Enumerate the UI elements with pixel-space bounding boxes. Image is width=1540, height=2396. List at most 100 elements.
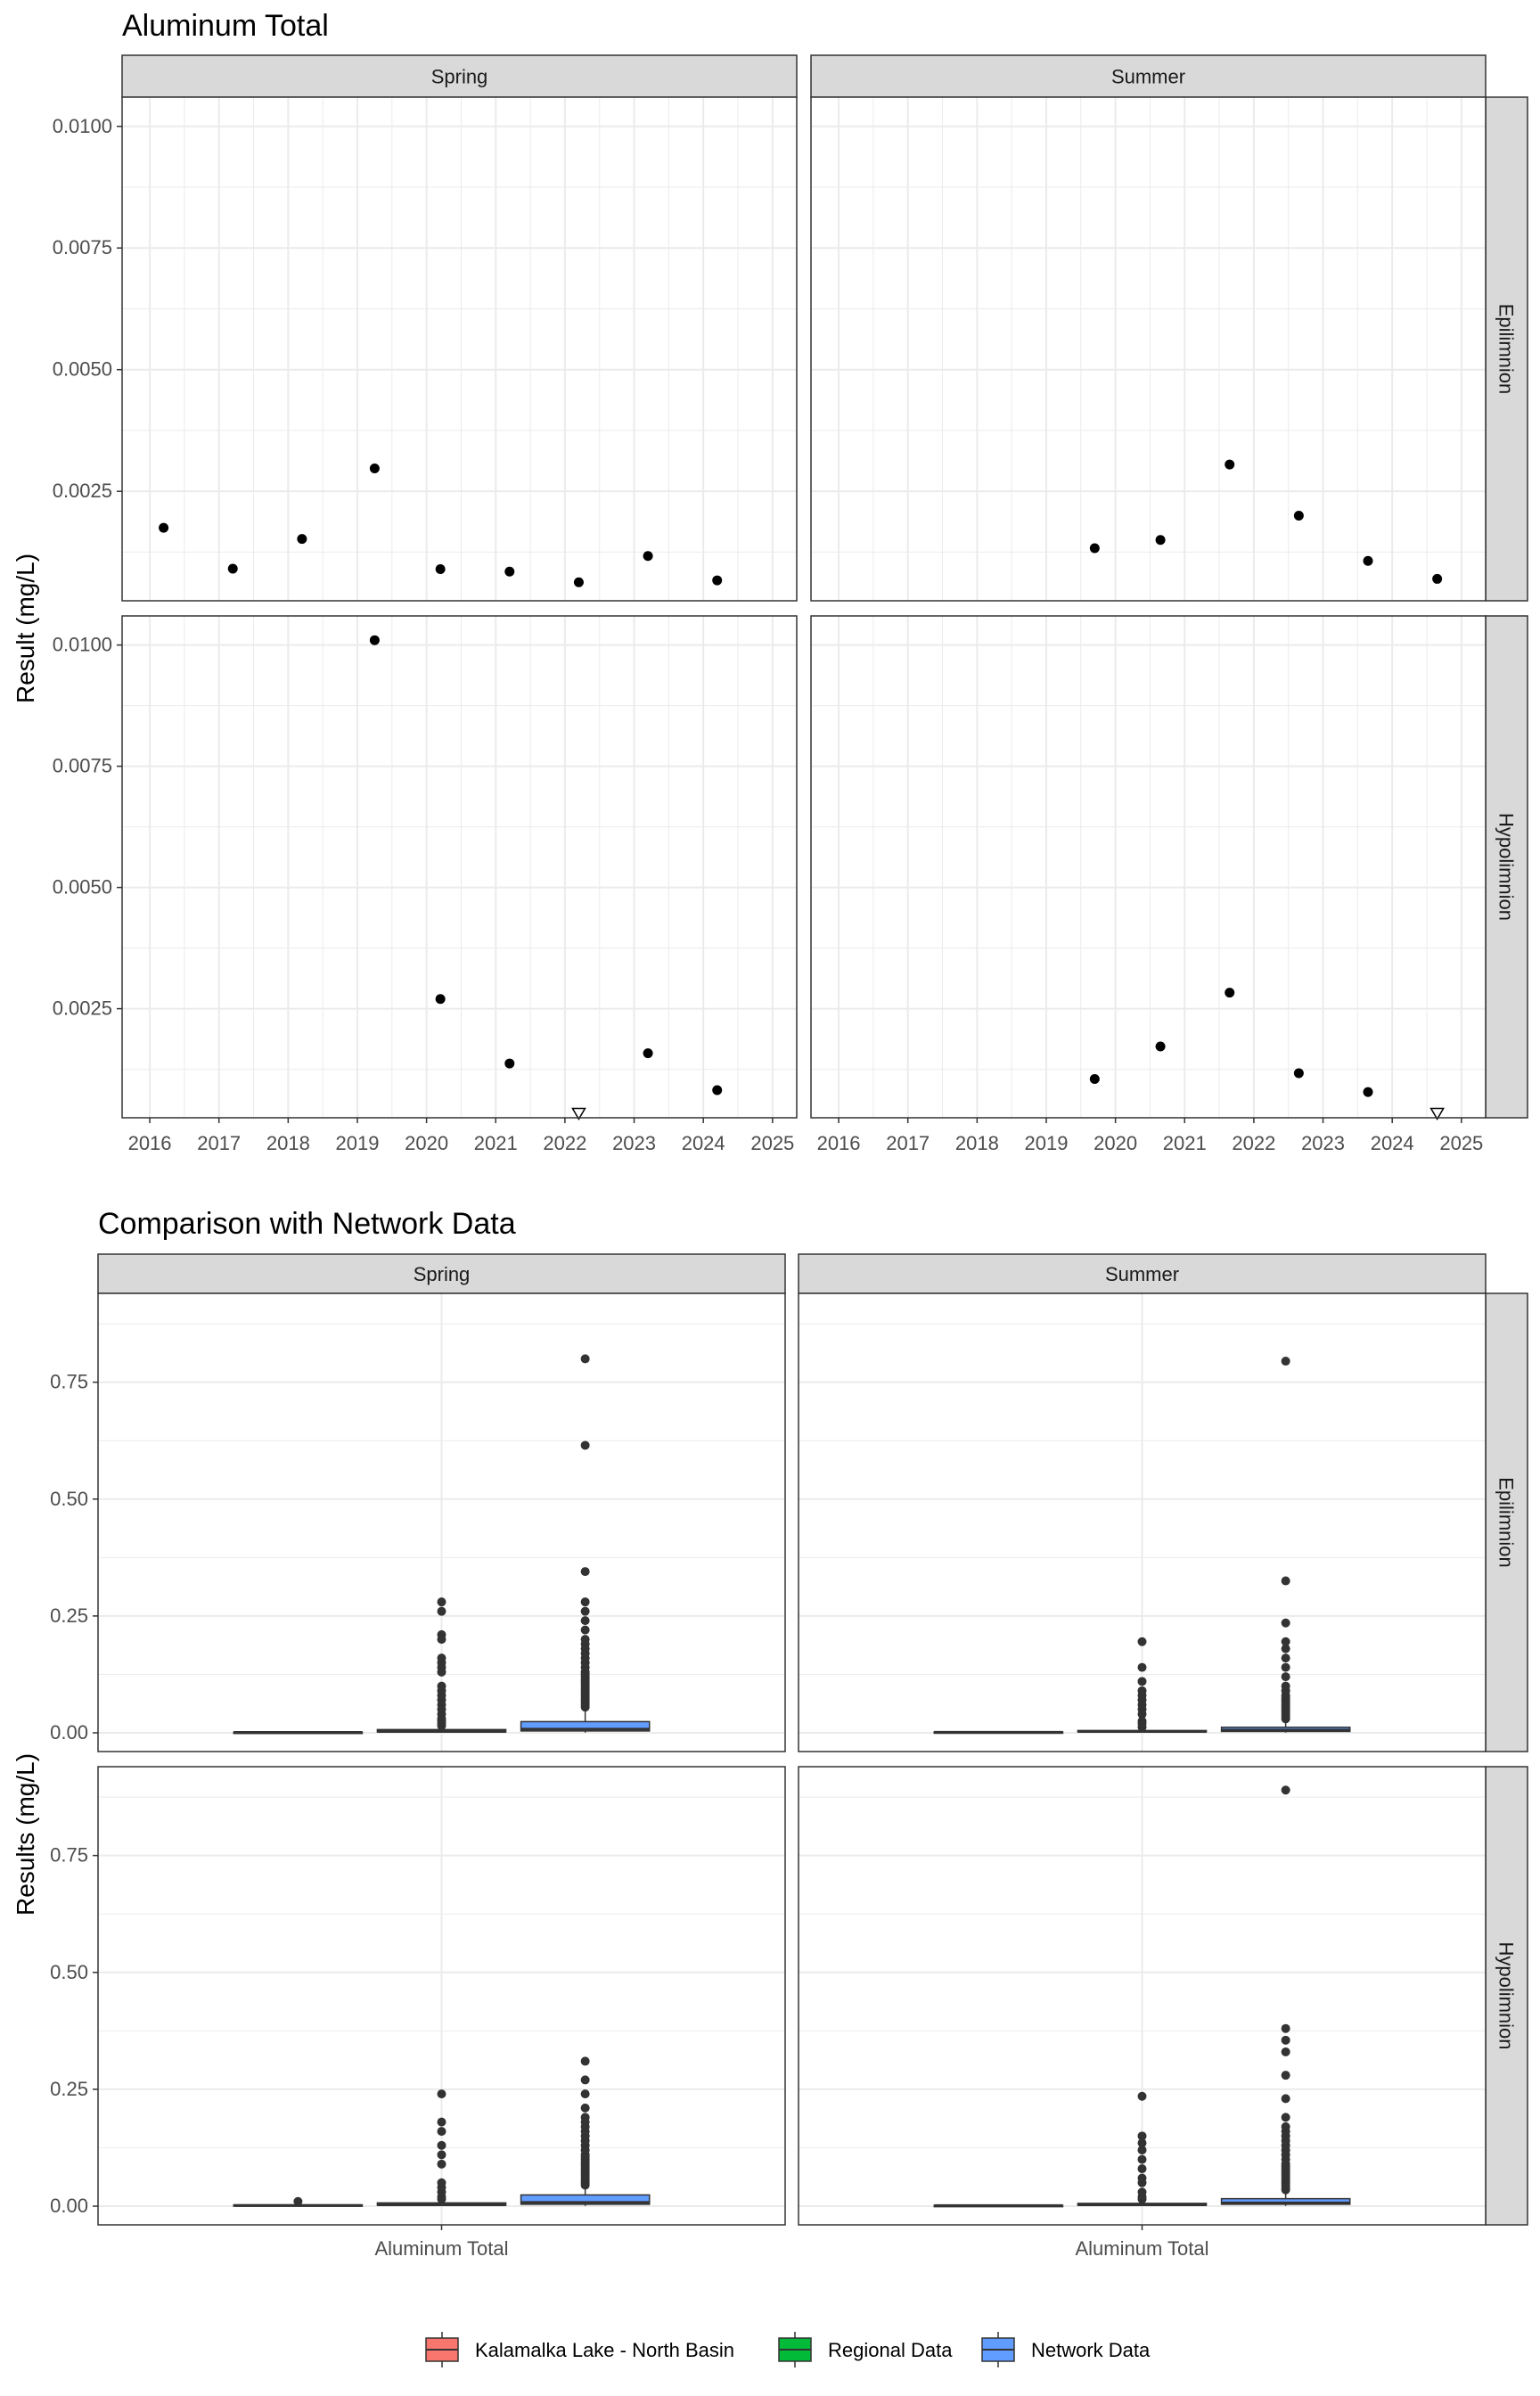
outlier-point <box>1137 2138 1147 2148</box>
outlier-point <box>1137 2173 1147 2183</box>
strip-label: Summer <box>1111 66 1185 88</box>
outlier-point <box>437 2159 446 2169</box>
legend-label: Network Data <box>1031 2339 1151 2361</box>
box-iqr <box>1220 2197 1351 2205</box>
outlier-point <box>580 1625 590 1635</box>
y-tick-label: 0.0075 <box>53 755 112 777</box>
outlier-point <box>1281 1662 1290 1672</box>
outlier-point <box>437 2117 446 2127</box>
panel-spring-hypolimnion <box>97 1766 786 2226</box>
outlier-point <box>1137 1662 1147 1672</box>
panel-summer-hypolimnion <box>798 1766 1487 2226</box>
y-tick-label: 0.00 <box>50 1721 88 1744</box>
x-tick-label: Aluminum Total <box>1076 2237 1209 2260</box>
outlier-point <box>1137 2146 1147 2155</box>
data-point <box>227 563 238 574</box>
x-tick-label: 2016 <box>128 1132 172 1154</box>
data-point <box>504 1058 515 1069</box>
outlier-point <box>437 1681 446 1691</box>
outlier-point <box>580 1616 590 1626</box>
y-tick-label: 0.50 <box>50 1961 88 1983</box>
panel-border <box>121 615 798 1119</box>
box-kalamalka-lake-north-basin <box>933 1730 1064 1735</box>
box-network-data <box>520 1354 651 1733</box>
legend-item-kalamalka-lake-north-basin: Kalamalka Lake - North Basin <box>425 2332 734 2367</box>
box-regional-data <box>376 1597 507 1733</box>
x-tick-label: 2018 <box>955 1132 999 1154</box>
data-point <box>1155 1041 1166 1052</box>
outlier-point <box>1281 1785 1290 1795</box>
x-tick-label: 2019 <box>336 1132 380 1154</box>
x-tick-label: 2025 <box>750 1132 794 1154</box>
y-tick-label: 0.0025 <box>53 480 112 502</box>
outlier-point <box>437 2089 446 2099</box>
panel-border <box>121 96 798 602</box>
data-point <box>504 566 515 577</box>
strip-label: Spring <box>414 1263 471 1285</box>
x-tick-label: 2023 <box>612 1132 656 1154</box>
legend: Kalamalka Lake - North Basin Regional Dat… <box>425 2332 1151 2367</box>
aluminum-total-chart: Aluminum Total Result (mg/L) Spring Summe… <box>12 9 1528 1154</box>
outlier-point <box>580 1440 590 1450</box>
outlier-point <box>580 1354 590 1364</box>
panel-spring-epilimnion <box>121 96 798 602</box>
outlier-point <box>1281 2121 1290 2131</box>
x-tick-label: 2021 <box>1163 1132 1207 1154</box>
data-point <box>1432 573 1443 584</box>
outlier-point <box>437 2127 446 2137</box>
data-point <box>1363 555 1373 566</box>
strip-label: Summer <box>1105 1263 1179 1285</box>
legend-label: Regional Data <box>828 2339 953 2361</box>
outlier-point <box>1281 2071 1290 2080</box>
data-point <box>1089 1073 1100 1084</box>
outlier-point <box>1281 1357 1290 1366</box>
data-point <box>159 522 169 533</box>
chart-title: Aluminum Total <box>122 9 329 43</box>
panel-border <box>97 1292 786 1752</box>
x-tick-label: 2021 <box>474 1132 518 1154</box>
data-point <box>1225 988 1235 998</box>
outlier-point <box>580 2113 590 2122</box>
outlier-point <box>1281 1672 1290 1682</box>
below-detection-point <box>1429 1107 1445 1121</box>
data-point <box>1089 543 1100 554</box>
outlier-point <box>1137 2164 1147 2174</box>
strip-summer <box>810 54 1487 98</box>
data-point <box>435 994 446 1005</box>
y-tick-label: 0.0050 <box>53 876 112 898</box>
panel-background <box>811 97 1486 601</box>
outlier-point <box>1281 1576 1290 1586</box>
outlier-point <box>437 1597 446 1607</box>
box-iqr <box>520 2194 651 2205</box>
x-tick-label: 2020 <box>1094 1132 1137 1154</box>
outlier-point <box>580 1635 590 1645</box>
box-kalamalka-lake-north-basin <box>233 2196 364 2207</box>
outlier-point <box>580 1597 590 1607</box>
y-tick-label: 0.0100 <box>53 634 112 656</box>
outlier-point <box>580 2075 590 2085</box>
panel-summer-hypolimnion <box>810 615 1487 1121</box>
x-tick-label: 2025 <box>1439 1132 1483 1154</box>
legend-item-regional-data: Regional Data <box>778 2332 953 2367</box>
y-axis-label: Result (mg/L) <box>12 554 39 703</box>
strip-label: Epilimnion <box>1495 304 1518 395</box>
outlier-point <box>1137 2187 1147 2197</box>
network-comparison-chart: Comparison with Network Data Results (mg… <box>12 1207 1528 2260</box>
outlier-point <box>437 1629 446 1639</box>
panel-border <box>798 1292 1487 1752</box>
strip-epilimnion <box>1485 1292 1528 1752</box>
strip-spring <box>121 54 798 98</box>
x-tick-label: 2017 <box>197 1132 241 1154</box>
data-point <box>1155 535 1166 546</box>
outlier-point <box>1281 2023 1290 2033</box>
data-point <box>1293 510 1304 521</box>
y-tick-label: 0.75 <box>50 1844 88 1867</box>
outlier-point <box>1137 2091 1147 2101</box>
data-point <box>643 1048 653 1059</box>
y-tick-label: 0.50 <box>50 1488 88 1510</box>
x-tick-label: 2017 <box>886 1132 930 1154</box>
y-axis-label: Results (mg/L) <box>12 1753 39 1916</box>
x-tick-label: 2023 <box>1301 1132 1345 1154</box>
outlier-point <box>1281 1637 1290 1646</box>
